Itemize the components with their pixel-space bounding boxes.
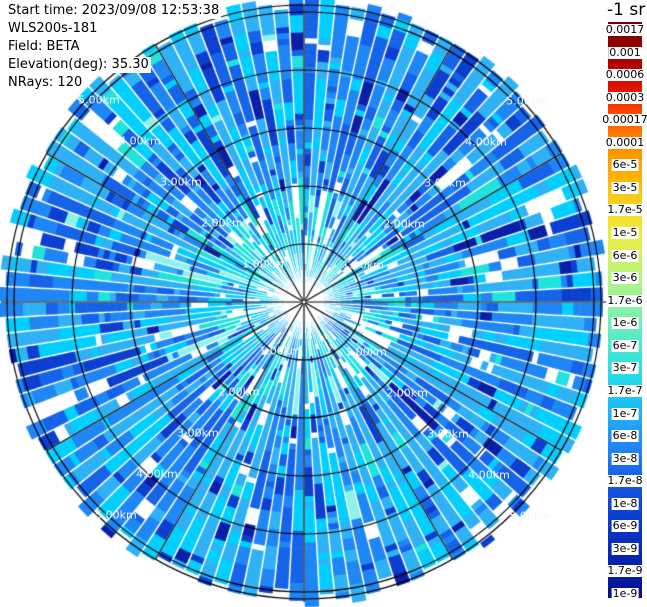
scan-info-panel: Start time: 2023/09/08 12:53:38 WLS200s-… (7, 3, 222, 93)
scan-info-nrays: NRays: 120 (7, 75, 85, 91)
colorbar-tick-label: 0.0001 (604, 135, 646, 149)
colorbar-tick-label: 1e-8 (611, 496, 639, 510)
colorbar-tick-label: 0.00017 (601, 113, 647, 127)
colorbar-tick-label: 0.0003 (604, 90, 646, 104)
colorbar-tick-label: 6e-9 (611, 519, 639, 533)
colorbar-tick-label: 0.001 (608, 45, 642, 59)
colorbar-gradient (608, 22, 642, 598)
colorbar-tick-label: 3e-6 (611, 271, 639, 285)
colorbar-tick-label: 1.7e-5 (606, 203, 644, 217)
colorbar-tick-label: 6e-6 (611, 248, 639, 262)
colorbar-tick-label: 0.0017 (604, 23, 646, 36)
colorbar-tick-label: 6e-5 (611, 158, 639, 172)
colorbar-tick-label: 1.7e-8 (606, 474, 644, 488)
colorbar-tick-label: 3e-9 (611, 541, 639, 555)
colorbar-tick-label: 1e-5 (611, 226, 639, 240)
scan-info-elevation: Elevation(deg): 35.30 (7, 57, 151, 73)
colorbar-tick-label: 6e-8 (611, 429, 639, 443)
scan-info-start-time: Start time: 2023/09/08 12:53:38 (7, 3, 222, 19)
colorbar: -1 sr 0.0017 0.001 0.0006 0.0003 0.00017 0.00… (601, 0, 647, 607)
colorbar-tick-label: 0.0006 (604, 68, 646, 82)
scan-info-field: Field: BETA (7, 39, 82, 55)
colorbar-title: -1 sr (607, 0, 646, 20)
scan-info-instrument: WLS200s-181 (7, 21, 100, 37)
colorbar-tick-label: 3e-5 (611, 180, 639, 194)
colorbar-tick-label: 1e-7 (611, 406, 639, 420)
colorbar-tick-label: 3e-7 (611, 361, 639, 375)
colorbar-tick-label: 1.7e-7 (606, 383, 644, 397)
colorbar-tick-label: 1e-6 (611, 316, 639, 330)
colorbar-tick-label: 1.7e-6 (606, 293, 644, 307)
colorbar-tick-label: 1e-9 (611, 587, 639, 600)
colorbar-tick-label: 1.7e-9 (606, 564, 644, 578)
colorbar-tick-label: 3e-8 (611, 451, 639, 465)
colorbar-tick-label: 6e-7 (611, 338, 639, 352)
